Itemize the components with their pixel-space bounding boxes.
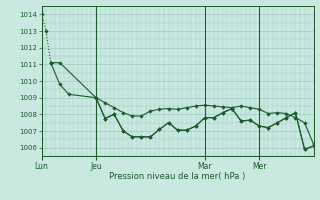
- X-axis label: Pression niveau de la mer( hPa ): Pression niveau de la mer( hPa ): [109, 172, 246, 181]
